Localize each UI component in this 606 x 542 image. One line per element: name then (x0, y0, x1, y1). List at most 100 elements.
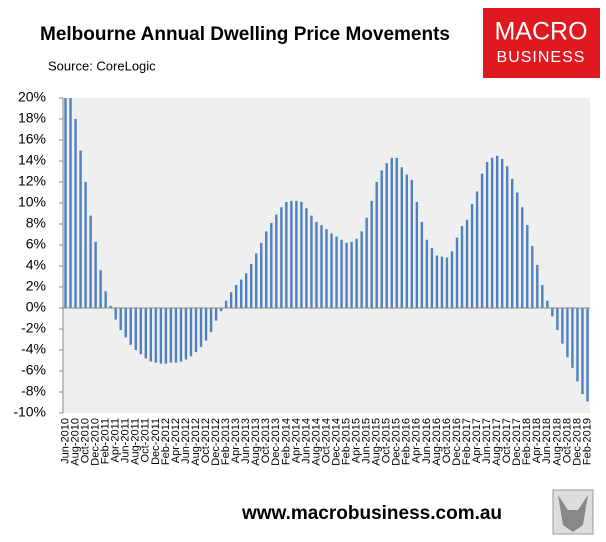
x-tick-label: Jun-2015 (361, 418, 373, 464)
bar (445, 257, 449, 308)
bar (174, 308, 178, 363)
x-tick-label: Aug-2017 (491, 418, 503, 466)
y-tick-label: -4% (21, 341, 46, 357)
bar (430, 248, 434, 308)
chart-title: Melbourne Annual Dwelling Price Movement… (40, 24, 450, 45)
bar (144, 308, 148, 359)
bar (224, 300, 228, 308)
bar (340, 239, 343, 308)
bar (89, 215, 92, 308)
x-tick-label: Feb-2017 (461, 418, 473, 465)
bar (586, 308, 589, 402)
bar (285, 201, 288, 308)
x-tick-label: Apr-2014 (290, 418, 302, 463)
bar (470, 204, 474, 308)
bar (395, 157, 398, 308)
bar (84, 182, 87, 308)
bar (169, 308, 173, 363)
x-tick-label: Aug-2015 (371, 418, 383, 466)
x-tick-label: Dec-2017 (511, 418, 523, 466)
bar (541, 284, 544, 308)
x-tick-label: Jun-2011 (120, 418, 132, 463)
bar (184, 308, 188, 360)
bar (280, 207, 283, 308)
y-tick-label: 4% (26, 257, 46, 273)
bar (450, 251, 454, 308)
bar (239, 279, 243, 308)
x-tick-label: Oct-2011 (140, 418, 152, 462)
y-tick-label: -2% (21, 320, 46, 336)
x-tick-label: Jun-2013 (240, 418, 252, 464)
x-tick-label: Dec-2010 (90, 418, 102, 466)
bar (405, 174, 409, 308)
x-tick-label: Apr-2016 (411, 418, 423, 463)
bar (229, 292, 233, 308)
bar (310, 215, 313, 308)
bar (410, 179, 414, 308)
bar (139, 308, 142, 355)
bar (114, 308, 117, 320)
x-tick-label: Jun-2014 (300, 418, 312, 464)
bar (576, 308, 579, 382)
bar (129, 308, 132, 345)
x-tick-label: Apr-2015 (351, 418, 363, 463)
logo-box (483, 8, 600, 78)
bar (385, 163, 388, 308)
x-tick-label: Aug-2012 (190, 418, 202, 466)
bar (370, 200, 373, 308)
bar (360, 231, 363, 308)
bar (94, 241, 97, 308)
bar (134, 308, 137, 350)
bar (99, 270, 102, 308)
bar (475, 191, 479, 308)
bar (516, 192, 519, 308)
y-tick-label: 0% (26, 299, 46, 315)
bar (219, 308, 223, 312)
bar (194, 308, 198, 353)
logo-bottom: BUSINESS (497, 49, 586, 66)
x-tick-label: Apr-2011 (110, 418, 122, 462)
fox-face (558, 495, 588, 532)
bar (315, 221, 318, 308)
x-tick-label: Aug-2011 (130, 418, 142, 465)
x-tick-label: Feb-2014 (280, 418, 292, 465)
bar (380, 170, 383, 308)
bar (420, 221, 424, 308)
x-tick-label: Dec-2015 (391, 418, 403, 466)
x-tick-label: Jun-2012 (180, 418, 192, 464)
x-tick-label: Jun-2018 (541, 418, 553, 464)
x-tick-label: Oct-2012 (200, 418, 212, 463)
y-tick-label: 8% (26, 215, 46, 231)
bar (390, 157, 393, 308)
y-tick-label: 14% (18, 152, 46, 168)
bar (500, 158, 504, 308)
bar (490, 157, 494, 308)
x-tick-label: Dec-2018 (571, 418, 583, 466)
x-tick-label: Aug-2010 (69, 418, 81, 466)
x-tick-label: Feb-2016 (401, 418, 413, 465)
x-tick-label: Oct-2018 (561, 418, 573, 463)
bar (455, 237, 459, 308)
chart-subtitle: Source: CoreLogic (48, 58, 156, 73)
x-tick-label: Jun-2010 (59, 418, 71, 464)
x-tick-label: Apr-2018 (531, 418, 543, 463)
x-tick-label: Oct-2013 (260, 418, 272, 463)
bar (124, 308, 127, 338)
bar (536, 264, 539, 308)
bar (581, 308, 584, 395)
y-tick-label: -6% (21, 362, 46, 378)
bar (109, 305, 112, 308)
bar (505, 166, 509, 308)
bar (250, 263, 253, 308)
bar (159, 308, 163, 364)
bar (79, 150, 82, 308)
bar (260, 242, 263, 308)
bar (350, 241, 353, 308)
x-tick-label: Aug-2016 (431, 418, 443, 466)
bar (571, 308, 574, 368)
bar (521, 207, 524, 308)
bar (270, 222, 273, 308)
x-tick-label: Oct-2017 (501, 418, 513, 463)
website: www.macrobusiness.com.au (241, 503, 502, 524)
